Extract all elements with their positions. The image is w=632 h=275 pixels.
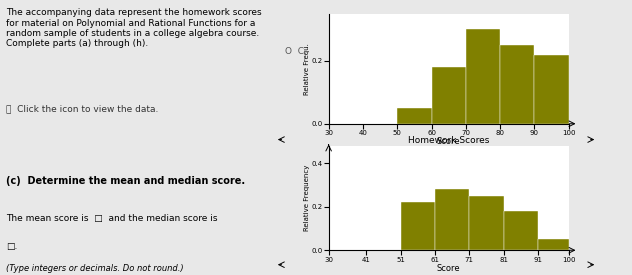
X-axis label: Score: Score bbox=[437, 138, 461, 146]
Bar bbox=[538, 239, 569, 250]
Title: Homework Scores: Homework Scores bbox=[408, 136, 489, 145]
Text: O  C.: O C. bbox=[285, 47, 307, 56]
Y-axis label: Relative Frequ.: Relative Frequ. bbox=[304, 43, 310, 95]
Bar bbox=[435, 189, 470, 250]
Text: The mean score is  □  and the median score is: The mean score is □ and the median score… bbox=[6, 214, 217, 224]
Bar bbox=[398, 108, 432, 124]
Text: □.: □. bbox=[6, 242, 17, 251]
Text: The accompanying data represent the homework scores
for material on Polynomial a: The accompanying data represent the home… bbox=[6, 8, 262, 48]
X-axis label: Score: Score bbox=[437, 264, 461, 273]
Text: ⬛  Click the icon to view the data.: ⬛ Click the icon to view the data. bbox=[6, 104, 158, 114]
Bar bbox=[535, 55, 569, 124]
Text: (c)  Determine the mean and median score.: (c) Determine the mean and median score. bbox=[6, 176, 245, 186]
Bar bbox=[504, 211, 538, 250]
Bar bbox=[401, 202, 435, 250]
Bar bbox=[470, 196, 504, 250]
Text: (Type integers or decimals. Do not round.): (Type integers or decimals. Do not round… bbox=[6, 264, 183, 273]
Bar bbox=[500, 45, 535, 124]
Bar bbox=[432, 67, 466, 124]
Y-axis label: Relative Frequency: Relative Frequency bbox=[304, 165, 310, 231]
Bar bbox=[466, 29, 500, 124]
